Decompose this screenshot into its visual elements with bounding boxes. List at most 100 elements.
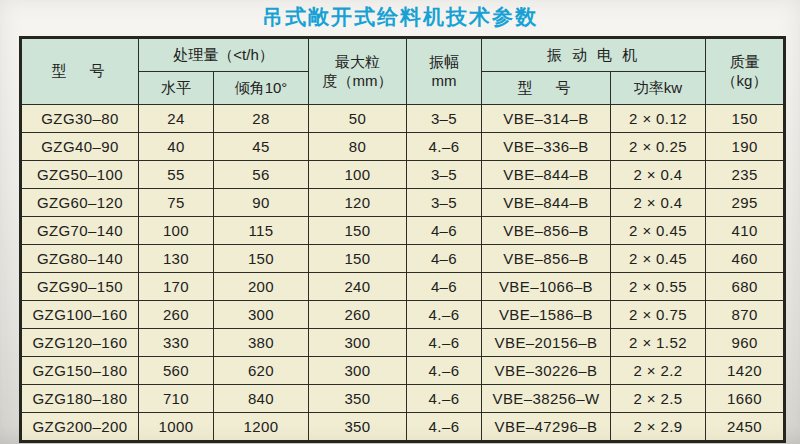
cell-incline: 200 xyxy=(214,273,309,301)
table-row: GZG180–180 710 840 350 4.–6 VBE–38256–W … xyxy=(21,385,785,413)
cell-motor-model: VBE–856–B xyxy=(482,245,611,273)
table-row: GZG150–180 560 620 300 4.–6 VBE–30226–B … xyxy=(21,357,785,385)
cell-incline: 620 xyxy=(214,357,309,385)
cell-horizontal: 710 xyxy=(139,385,214,413)
table-row: GZG30–80 24 28 50 3–5 VBE–314–B 2 × 0.12… xyxy=(21,105,785,133)
cell-mass: 870 xyxy=(706,301,785,329)
cell-power: 2 × 1.52 xyxy=(611,329,706,357)
cell-model: GZG90–150 xyxy=(21,273,139,301)
header-max-particle-size: 最大粒 度（mm） xyxy=(309,38,407,105)
cell-mass: 190 xyxy=(706,133,785,161)
cell-power: 2 × 0.45 xyxy=(611,245,706,273)
cell-mass: 680 xyxy=(706,273,785,301)
cell-incline: 45 xyxy=(214,133,309,161)
cell-power: 2 × 0.4 xyxy=(611,189,706,217)
cell-model: GZG100–160 xyxy=(21,301,139,329)
cell-motor-model: VBE–1586–B xyxy=(482,301,611,329)
cell-motor-model: VBE–844–B xyxy=(482,189,611,217)
cell-mass: 410 xyxy=(706,217,785,245)
cell-incline: 1200 xyxy=(214,413,309,442)
cell-motor-model: VBE–336–B xyxy=(482,133,611,161)
cell-incline: 380 xyxy=(214,329,309,357)
cell-particle: 150 xyxy=(309,245,407,273)
cell-particle: 350 xyxy=(309,385,407,413)
cell-mass: 960 xyxy=(706,329,785,357)
cell-model: GZG150–180 xyxy=(21,357,139,385)
cell-amplitude: 4.–6 xyxy=(407,329,482,357)
cell-motor-model: VBE–1066–B xyxy=(482,273,611,301)
cell-power: 2 × 0.25 xyxy=(611,133,706,161)
cell-particle: 120 xyxy=(309,189,407,217)
header-vibration-motor-group: 振 动 电 机 xyxy=(482,38,706,72)
table-row: GZG120–160 330 380 300 4.–6 VBE–20156–B … xyxy=(21,329,785,357)
cell-horizontal: 100 xyxy=(139,217,214,245)
cell-amplitude: 4–6 xyxy=(407,245,482,273)
header-capacity-horizontal: 水平 xyxy=(139,72,214,105)
cell-incline: 840 xyxy=(214,385,309,413)
cell-amplitude: 3–5 xyxy=(407,161,482,189)
table-row: GZG100–160 260 300 260 4.–6 VBE–1586–B 2… xyxy=(21,301,785,329)
table-row: GZG90–150 170 200 240 4–6 VBE–1066–B 2 ×… xyxy=(21,273,785,301)
cell-particle: 260 xyxy=(309,301,407,329)
header-capacity-incline10: 倾角10° xyxy=(214,72,309,105)
cell-incline: 90 xyxy=(214,189,309,217)
page-title: 吊式敞开式给料机技术参数 xyxy=(0,3,800,31)
cell-amplitude: 4–6 xyxy=(407,217,482,245)
cell-horizontal: 130 xyxy=(139,245,214,273)
cell-model: GZG70–140 xyxy=(21,217,139,245)
cell-model: GZG120–160 xyxy=(21,329,139,357)
cell-motor-model: VBE–844–B xyxy=(482,161,611,189)
cell-particle: 100 xyxy=(309,161,407,189)
cell-model: GZG200–200 xyxy=(21,413,139,442)
table-row: GZG60–120 75 90 120 3–5 VBE–844–B 2 × 0.… xyxy=(21,189,785,217)
table-row: GZG80–140 130 150 150 4–6 VBE–856–B 2 × … xyxy=(21,245,785,273)
cell-horizontal: 330 xyxy=(139,329,214,357)
cell-particle: 240 xyxy=(309,273,407,301)
header-model: 型 号 xyxy=(21,38,139,105)
cell-amplitude: 3–5 xyxy=(407,189,482,217)
cell-horizontal: 1000 xyxy=(139,413,214,442)
cell-horizontal: 55 xyxy=(139,161,214,189)
table-row: GZG200–200 1000 1200 350 4.–6 VBE–47296–… xyxy=(21,413,785,442)
cell-power: 2 × 0.12 xyxy=(611,105,706,133)
cell-model: GZG80–140 xyxy=(21,245,139,273)
header-motor-model: 型 号 xyxy=(482,72,611,105)
cell-incline: 28 xyxy=(214,105,309,133)
cell-horizontal: 260 xyxy=(139,301,214,329)
cell-mass: 1660 xyxy=(706,385,785,413)
cell-horizontal: 24 xyxy=(139,105,214,133)
header-row-top: 型 号 处理量（<t/h） 最大粒 度（mm） 振幅 mm 振 动 电 机 质量… xyxy=(21,38,785,72)
cell-mass: 295 xyxy=(706,189,785,217)
cell-power: 2 × 0.75 xyxy=(611,301,706,329)
cell-particle: 300 xyxy=(309,329,407,357)
cell-amplitude: 3–5 xyxy=(407,105,482,133)
table-row: GZG40–90 40 45 80 4.–6 VBE–336–B 2 × 0.2… xyxy=(21,133,785,161)
cell-incline: 115 xyxy=(214,217,309,245)
cell-amplitude: 4.–6 xyxy=(407,357,482,385)
cell-incline: 150 xyxy=(214,245,309,273)
cell-model: GZG180–180 xyxy=(21,385,139,413)
cell-power: 2 × 0.4 xyxy=(611,161,706,189)
cell-particle: 80 xyxy=(309,133,407,161)
cell-power: 2 × 2.2 xyxy=(611,357,706,385)
cell-particle: 150 xyxy=(309,217,407,245)
cell-motor-model: VBE–856–B xyxy=(482,217,611,245)
cell-power: 2 × 2.9 xyxy=(611,413,706,442)
cell-power: 2 × 2.5 xyxy=(611,385,706,413)
cell-power: 2 × 0.45 xyxy=(611,217,706,245)
cell-motor-model: VBE–20156–B xyxy=(482,329,611,357)
table-header: 型 号 处理量（<t/h） 最大粒 度（mm） 振幅 mm 振 动 电 机 质量… xyxy=(21,38,785,105)
cell-model: GZG30–80 xyxy=(21,105,139,133)
cell-motor-model: VBE–47296–B xyxy=(482,413,611,442)
cell-model: GZG50–100 xyxy=(21,161,139,189)
cell-horizontal: 40 xyxy=(139,133,214,161)
table-row: GZG50–100 55 56 100 3–5 VBE–844–B 2 × 0.… xyxy=(21,161,785,189)
table-row: GZG70–140 100 115 150 4–6 VBE–856–B 2 × … xyxy=(21,217,785,245)
scanned-spec-page: 吊式敞开式给料机技术参数 型 号 处理量（<t/h） 最大粒 度（mm） 振幅 … xyxy=(0,0,800,444)
header-capacity-group: 处理量（<t/h） xyxy=(139,38,309,72)
table-body: GZG30–80 24 28 50 3–5 VBE–314–B 2 × 0.12… xyxy=(21,105,785,442)
cell-motor-model: VBE–38256–W xyxy=(482,385,611,413)
cell-particle: 300 xyxy=(309,357,407,385)
cell-motor-model: VBE–314–B xyxy=(482,105,611,133)
cell-model: GZG60–120 xyxy=(21,189,139,217)
